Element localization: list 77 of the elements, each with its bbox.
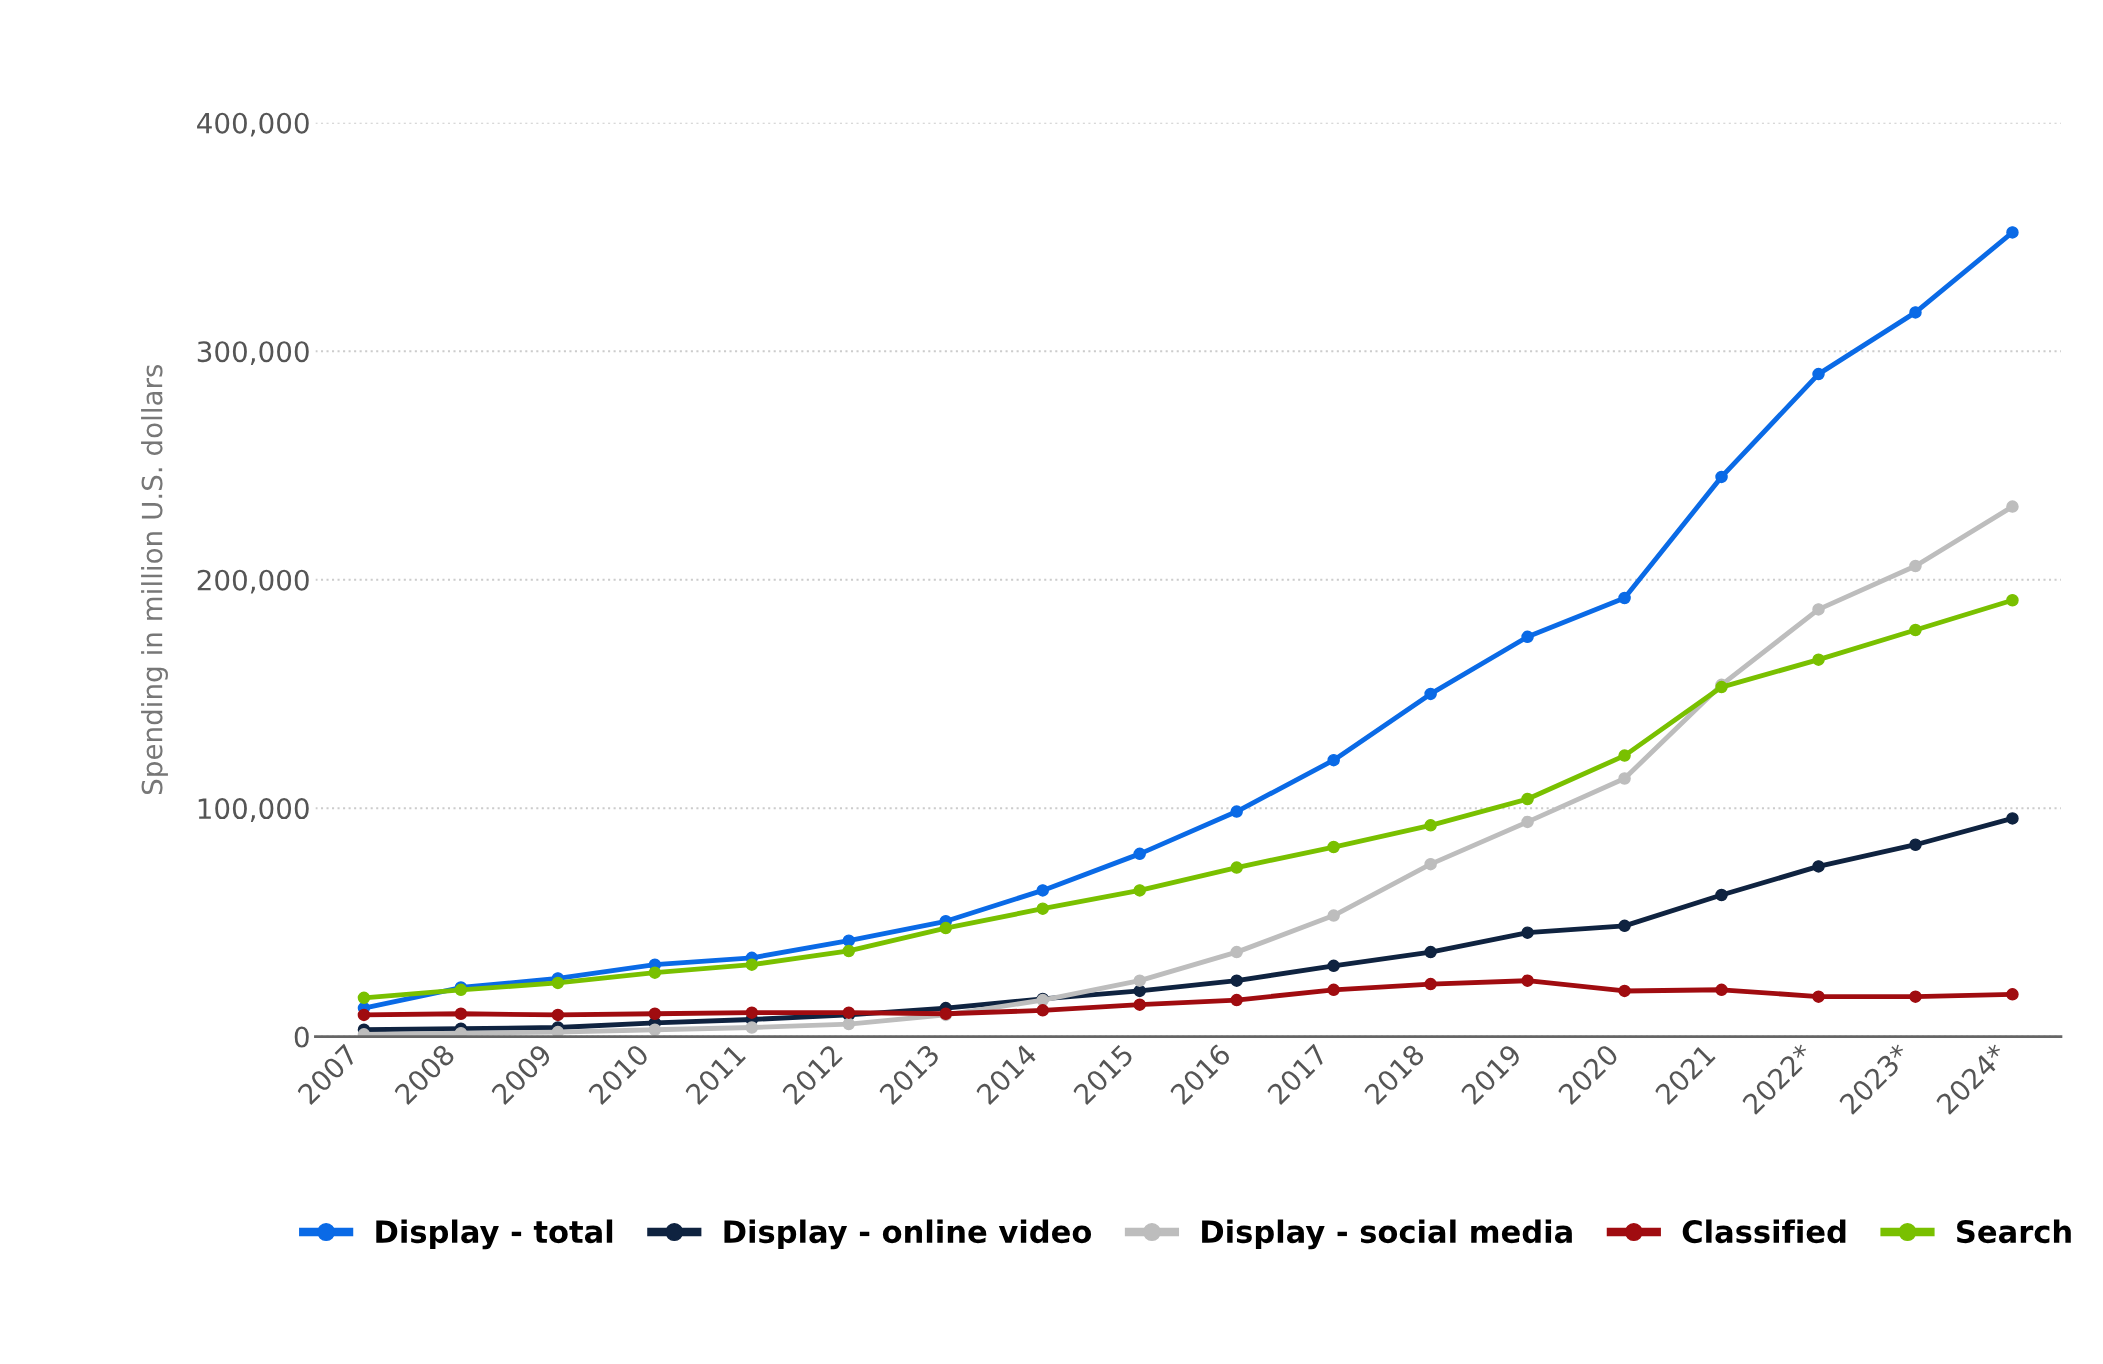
legend-label: Display - social media [1202,1219,1572,1250]
point [1327,983,1340,997]
point [745,1021,759,1034]
point [1327,959,1340,973]
point [1327,753,1340,767]
point [1812,367,1825,381]
legend-label: Search [1957,1219,2071,1244]
point [1230,993,1243,1007]
point [1133,884,1146,897]
point [648,966,662,979]
point [1618,749,1631,762]
point [1230,974,1243,987]
point [842,944,856,958]
point [2006,812,2019,825]
point [357,991,371,1005]
y-tick-label: 400,000 [197,112,309,137]
point [842,1017,856,1031]
point [1521,630,1534,644]
point [745,958,759,971]
point [1327,840,1340,854]
point [1230,945,1243,959]
point [1812,653,1825,666]
legend-label: Classified [1682,1219,1846,1244]
point [939,921,953,935]
point [1715,983,1728,997]
y-tick-label: 200,000 [197,569,309,594]
point [1812,860,1825,873]
point [1327,909,1340,922]
y-axis-title: Spending in million U.S. dollars [141,364,168,795]
point [1133,974,1146,987]
point [1036,1004,1049,1017]
y-tick-label: 300,000 [197,341,309,366]
point [1909,838,1922,851]
point [1909,623,1922,637]
point [1133,984,1146,998]
point [1909,990,1922,1003]
point [551,1008,565,1022]
point [1812,990,1825,1003]
point [1618,591,1631,605]
point [1133,998,1146,1011]
legend-label: Display - total [376,1219,613,1250]
point [1424,687,1437,701]
point [1424,977,1437,991]
point [1909,306,1922,319]
point [745,1006,759,1019]
point [1521,792,1534,806]
point [1521,974,1534,987]
point [1618,772,1631,785]
point [1424,945,1437,959]
point [1424,819,1437,832]
point [357,1008,371,1022]
legend-label: Display - online video [724,1219,1092,1250]
point [1715,888,1728,902]
point [1618,984,1631,998]
point [2006,500,2019,513]
point [1230,861,1243,874]
point [1036,884,1049,897]
y-tick-label: 100,000 [198,798,309,822]
point [1812,603,1825,616]
point [454,1007,468,1021]
point [1036,902,1049,915]
point [551,1025,565,1037]
point [1133,847,1146,861]
point [1521,815,1534,829]
point [1909,559,1922,573]
point [1424,857,1437,871]
point [1618,919,1631,933]
point [2006,226,2019,239]
point [1521,926,1534,939]
point [648,1023,662,1037]
point [2006,594,2019,607]
point [842,934,856,947]
point [648,1007,662,1021]
point [2006,988,2019,1001]
point [551,976,565,990]
point [1715,470,1728,484]
point [1230,805,1243,818]
